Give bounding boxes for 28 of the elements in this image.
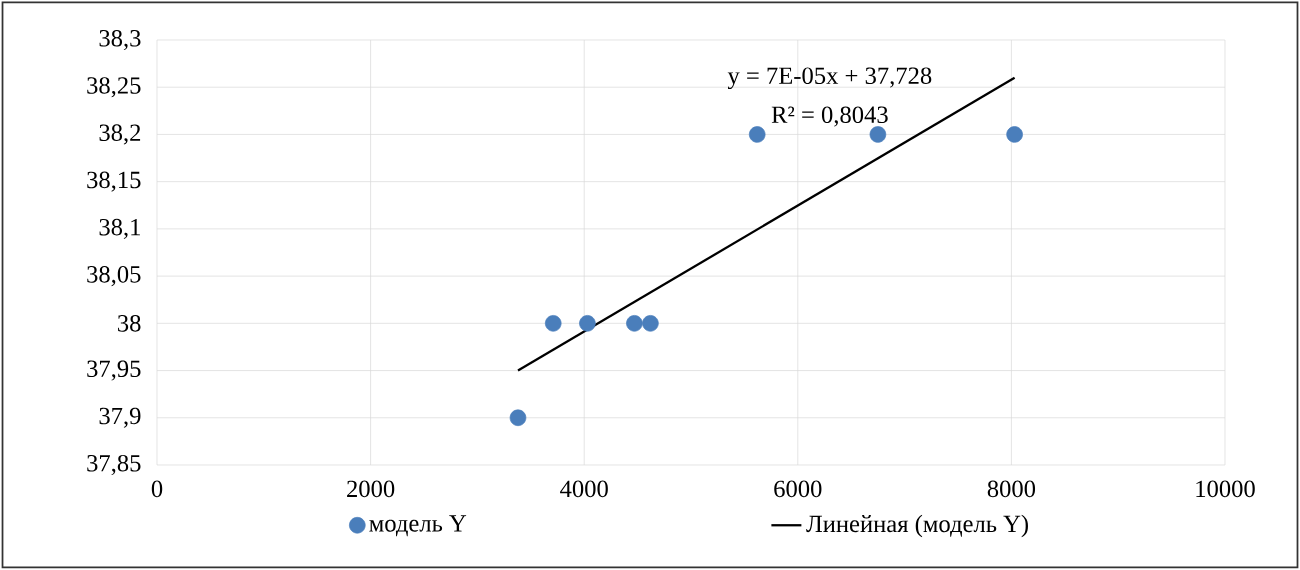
y-tick-label: 38,15 [87, 171, 141, 192]
x-tick-label: 2000 [347, 480, 395, 498]
point [509, 409, 527, 427]
x-tick-label: 0 [151, 480, 163, 498]
y-tick-label: 38 [118, 315, 141, 332]
point [748, 126, 766, 143]
point [1006, 126, 1023, 143]
point [544, 315, 562, 332]
point [642, 315, 659, 332]
legend-label: модель Y [369, 515, 467, 537]
y-tick-label: 38,3 [99, 29, 141, 51]
y-tick-label: 37,85 [87, 454, 141, 476]
y-tick-label: 37,9 [99, 407, 141, 428]
x-tick-label: 6000 [774, 480, 822, 498]
y-tick-label: 38,25 [87, 77, 141, 98]
y-tick-label: 38,2 [99, 124, 141, 145]
annotation: R² = 0,8043 [771, 106, 888, 127]
annotation: y = 7E-05x + 37,728 [727, 67, 932, 90]
y-tick-label: 38,05 [87, 266, 141, 287]
point [626, 315, 643, 332]
point [579, 315, 596, 332]
y-tick-label: 37,95 [87, 360, 141, 381]
point [869, 126, 887, 143]
x-tick-label: 10000 [1196, 480, 1255, 498]
x-tick-label: 8000 [987, 480, 1036, 498]
x-tick-label: 4000 [560, 480, 608, 498]
legend-label: Линейная (модель Y) [806, 514, 1028, 538]
y-tick-label: 38,1 [99, 218, 140, 239]
